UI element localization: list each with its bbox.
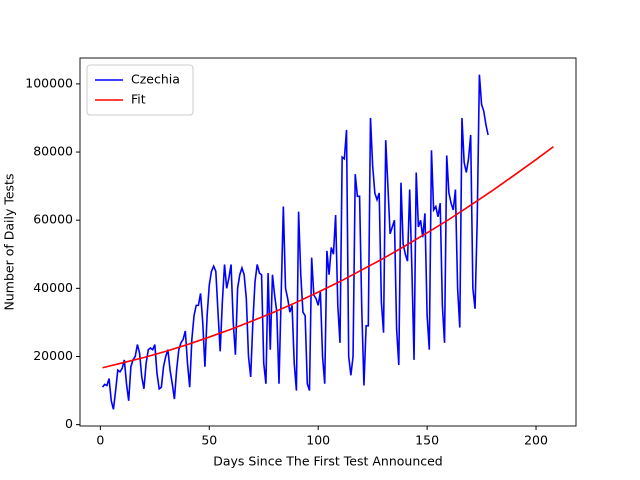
data-line xyxy=(101,74,489,410)
x-tick-label: 50 xyxy=(201,433,217,448)
y-tick-label: 80000 xyxy=(33,144,73,159)
plot-frame xyxy=(79,57,577,427)
y-tick-label: 20000 xyxy=(33,348,73,363)
legend-box xyxy=(86,64,194,116)
x-axis-label: Days Since The First Test Announced xyxy=(213,454,443,469)
data-line xyxy=(102,145,554,369)
legend-label: Czechia xyxy=(131,72,180,87)
x-tick-label: 100 xyxy=(306,433,330,448)
y-tick-label: 40000 xyxy=(33,280,73,295)
x-tick-label: 200 xyxy=(524,433,548,448)
y-tick-label: 60000 xyxy=(33,212,73,227)
x-tick-label: 0 xyxy=(96,433,104,448)
y-axis-label: Number of Daily Tests xyxy=(2,174,17,311)
y-tick-label: 100000 xyxy=(25,75,73,90)
x-tick-label: 150 xyxy=(415,433,439,448)
y-tick-label: 0 xyxy=(65,416,73,431)
legend-label: Fit xyxy=(131,92,146,107)
